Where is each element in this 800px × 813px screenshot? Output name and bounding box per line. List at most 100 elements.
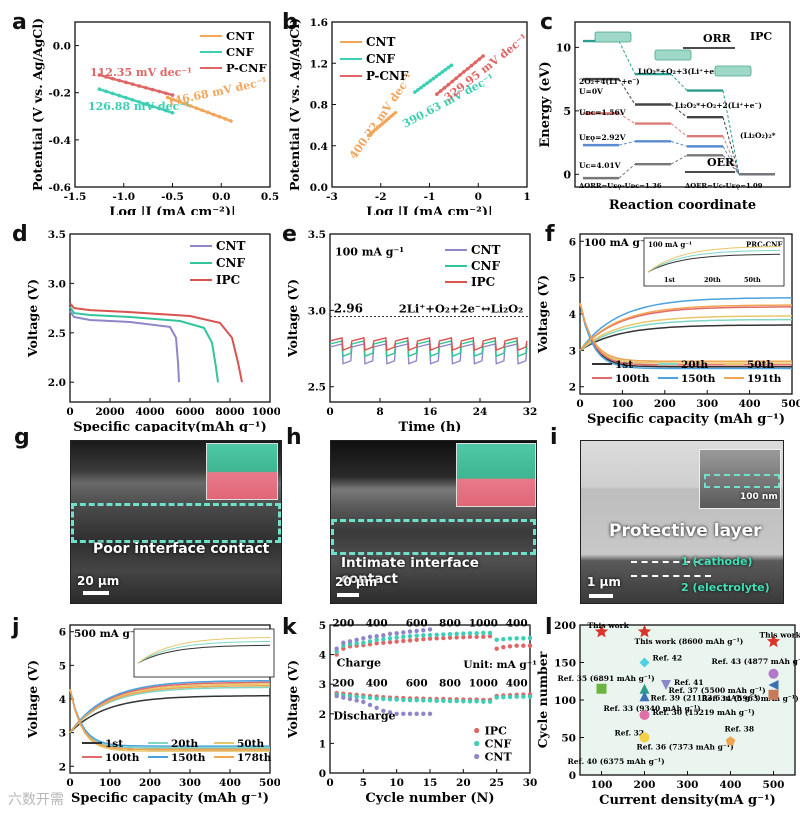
charge-point-ipc bbox=[387, 639, 393, 645]
charge-curve-50th bbox=[69, 683, 270, 734]
slope-label-cnt: 146.68 mV dec⁻¹ bbox=[166, 75, 269, 109]
discharge-label: Discharge bbox=[333, 710, 395, 723]
charge-point-ipc bbox=[487, 634, 493, 639]
marker-star bbox=[594, 624, 609, 638]
rate-bottom-label: 600 bbox=[406, 678, 428, 690]
charge-point-ipc bbox=[514, 643, 519, 648]
tafel-point-p-cnf bbox=[458, 73, 462, 77]
legend-label-1st: 1st bbox=[615, 359, 633, 371]
discharge-point-cnf bbox=[367, 695, 373, 701]
x-tick-label: 1 bbox=[523, 191, 530, 203]
charge-point-cnt bbox=[401, 630, 406, 635]
charge-point-cnt bbox=[367, 634, 373, 640]
point-label-14: Ref. 38 bbox=[725, 724, 755, 733]
legend-label-ipc: IPC bbox=[485, 725, 507, 738]
discharge-point-cnt bbox=[401, 711, 406, 716]
discharge-point-cnf bbox=[527, 694, 533, 699]
y-tick-label: 5 bbox=[569, 273, 576, 285]
tafel-point-p-cnf bbox=[477, 57, 482, 62]
tafel-point-p-cnf bbox=[435, 92, 439, 96]
x-tick-label: 100 bbox=[591, 779, 613, 791]
x-axis-label: Current density(mA g⁻¹) bbox=[599, 793, 776, 808]
rate-label: 500 mA g⁻¹ bbox=[74, 628, 140, 640]
panel-label-g: g bbox=[14, 425, 30, 450]
tafel-point-cnf bbox=[150, 104, 155, 109]
scalebar-h bbox=[337, 593, 359, 597]
charge-point-cnf bbox=[401, 634, 406, 640]
tem-inset-i: 100 nm bbox=[699, 449, 781, 509]
x-tick-label: 4000 bbox=[135, 406, 164, 418]
tafel-point-cnf bbox=[157, 106, 162, 111]
panel-label-c: c bbox=[540, 10, 554, 35]
discharge-point-cnt bbox=[407, 711, 413, 716]
legend-label-100th: 100th bbox=[615, 373, 650, 385]
cycling-curve-cnt bbox=[329, 343, 528, 365]
charge-curve-100th bbox=[579, 306, 792, 351]
discharge-point-cnf bbox=[461, 699, 466, 704]
discharge-point-cnf bbox=[454, 698, 459, 704]
y-tick-label: 5 bbox=[319, 620, 326, 632]
panel-label-k: k bbox=[282, 615, 297, 640]
tafel-point-p-cnf bbox=[157, 89, 162, 94]
y-tick-label: 3.5 bbox=[48, 229, 66, 241]
x-tick-label: 10 bbox=[389, 777, 404, 789]
x-tick-label: 15 bbox=[423, 777, 438, 789]
chart-j: 0 100 200 300 400 500 2 3 4 5 6 Specific capacity (… bbox=[25, 624, 280, 806]
charge-point-cnf bbox=[387, 636, 393, 641]
reaction-equation: 2Li⁺+O₂+2e⁻↔Li₂O₂ bbox=[399, 301, 523, 315]
tafel-point-cnf bbox=[413, 90, 417, 94]
x-tick-label: -3 bbox=[326, 191, 338, 203]
scale-label-g: 20 μm bbox=[77, 574, 120, 588]
caption-h: Intimate interface contact bbox=[341, 555, 479, 587]
tafel-point-p-cnf bbox=[469, 63, 474, 68]
x-axis-label: Specific capacity(mAh g⁻¹) bbox=[73, 420, 267, 432]
charge-point-cnt bbox=[347, 639, 353, 644]
tafel-point-p-cnf bbox=[97, 73, 102, 77]
discharge-curve-100th bbox=[579, 302, 792, 366]
y-tick-label: 200 bbox=[554, 620, 576, 632]
charge-point-ipc bbox=[407, 638, 413, 643]
x-tick-label: 400 bbox=[219, 777, 241, 789]
y-tick-label: 3.0 bbox=[308, 305, 326, 317]
charge-point-cnf bbox=[354, 641, 359, 646]
x-tick-label: 100 bbox=[99, 777, 121, 789]
sem-image-h: Intimate interface contact 20 μm bbox=[330, 440, 537, 604]
x-tick-label: 100 bbox=[611, 398, 633, 410]
y-tick-label: -0.6 bbox=[48, 182, 71, 194]
point-label-8: Ref. 39 (21153.6 mAh g⁻¹) bbox=[651, 693, 761, 702]
charge-curve-191th bbox=[579, 304, 792, 351]
charge-point-cnt bbox=[341, 640, 346, 645]
discharge-point-cnf bbox=[494, 695, 499, 700]
scale-label-i: 1 μm bbox=[587, 575, 621, 589]
x-tick-label: -1.5 bbox=[64, 191, 87, 203]
discharge-point-cnf bbox=[514, 694, 519, 699]
tafel-point-p-cnf bbox=[170, 93, 175, 97]
legend-label-ipc: IPC bbox=[216, 273, 240, 287]
tafel-point-cnt bbox=[200, 108, 204, 113]
discharge-point-cnt bbox=[381, 708, 386, 714]
chart-e: 0 8 16 24 32 2.5 3.0 3.5 Time (h) Voltage (V) 2.96… bbox=[285, 229, 537, 432]
x-tick-label: 0.5 bbox=[261, 191, 279, 203]
rate-bottom-label: 800 bbox=[439, 678, 461, 690]
discharge-point-cnf bbox=[501, 695, 506, 700]
x-tick-label: 5 bbox=[360, 777, 367, 789]
charge-point-cnf bbox=[487, 630, 493, 636]
charge-point-cnf bbox=[407, 634, 413, 639]
chart-k: 0 5 10 15 20 25 30 0 1 2 3 4 5 Cycle number (N) Voltag… bbox=[285, 617, 537, 806]
charge-point-ipc bbox=[374, 641, 379, 646]
y-tick-label: 2.5 bbox=[308, 382, 326, 394]
x-tick-label: 25 bbox=[489, 777, 504, 789]
charge-point-cnf bbox=[527, 635, 533, 641]
charge-point-cnt bbox=[414, 628, 419, 634]
marker-triangle-up bbox=[639, 691, 650, 702]
rate-bottom-label: 400 bbox=[506, 678, 528, 690]
charge-point-cnf bbox=[474, 631, 479, 636]
label-ueq: Uᴇǫ=2.92V bbox=[579, 133, 626, 142]
label-oer-arrow: OER bbox=[707, 156, 735, 169]
legend-marker-cnt bbox=[474, 753, 480, 760]
discharge-curve-178th bbox=[69, 688, 270, 751]
tafel-point-p-cnf bbox=[137, 84, 142, 88]
charge-point-cnt bbox=[334, 646, 339, 651]
discharge-curve-cnf bbox=[69, 306, 219, 383]
tafel-point-p-cnf bbox=[462, 70, 466, 74]
